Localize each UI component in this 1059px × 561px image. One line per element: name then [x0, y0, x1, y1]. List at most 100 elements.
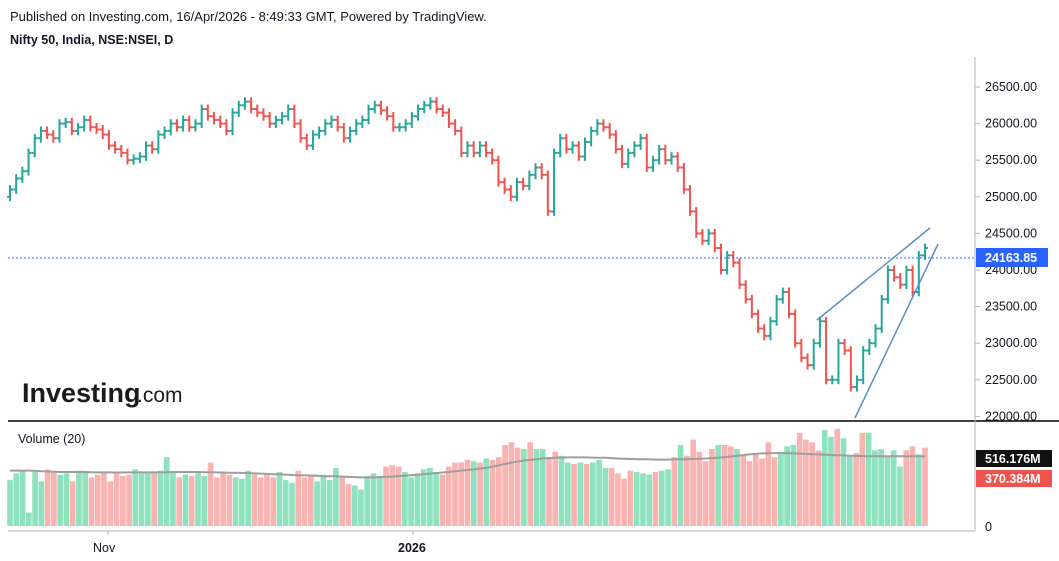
- volume-bar: [878, 449, 884, 526]
- volume-ma-tag-text: 516.176M: [985, 452, 1041, 466]
- volume-bar: [909, 446, 916, 526]
- price-bar: [25, 148, 32, 176]
- price-bar: [532, 163, 539, 180]
- volume-bar: [301, 477, 308, 526]
- volume-bar: [608, 467, 615, 526]
- price-bar: [483, 141, 490, 158]
- price-bar: [50, 130, 57, 143]
- price-bar: [736, 258, 743, 290]
- price-bar: [853, 375, 860, 392]
- logo-main-text: Investing: [22, 378, 141, 408]
- price-bar: [99, 125, 106, 139]
- volume-bar: [646, 474, 653, 526]
- wedge-upper-trendline[interactable]: [816, 227, 931, 321]
- price-bar: [631, 141, 638, 158]
- volume-bar: [57, 474, 63, 526]
- price-bar: [612, 130, 619, 154]
- volume-bar: [621, 478, 628, 526]
- price-bar: [792, 309, 799, 348]
- volume-bar: [326, 480, 333, 526]
- volume-bar: [778, 453, 784, 526]
- volume-bar: [784, 446, 790, 526]
- volume-bar: [815, 450, 822, 526]
- price-bars: [7, 97, 928, 392]
- volume-bar: [483, 458, 490, 526]
- volume-bar: [890, 450, 897, 526]
- volume-bar: [859, 432, 866, 526]
- volume-bar: [583, 463, 590, 526]
- price-bar: [390, 111, 397, 132]
- volume-bar: [771, 457, 778, 526]
- volume-bar: [840, 438, 847, 526]
- volume-bar: [138, 472, 145, 526]
- volume-bar: [640, 473, 646, 526]
- volume-bar: [401, 472, 408, 526]
- price-bar: [371, 100, 378, 114]
- price-bar: [445, 108, 452, 128]
- volume-bar: [765, 442, 772, 526]
- price-bar: [872, 324, 879, 348]
- volume-bar: [76, 470, 82, 526]
- wedge-lower-trendline[interactable]: [854, 243, 939, 419]
- volume-bar: [922, 447, 928, 526]
- volume-bar: [470, 461, 477, 526]
- volume-bar: [389, 465, 396, 526]
- price-bar: [13, 174, 20, 194]
- volume-bar: [803, 439, 809, 526]
- price-bar: [396, 122, 403, 132]
- price-bar: [823, 316, 830, 385]
- price-bar: [118, 144, 125, 158]
- price-bar: [557, 133, 564, 158]
- volume-bar: [151, 472, 157, 526]
- price-bar: [235, 100, 242, 118]
- volume-bar: [627, 470, 634, 526]
- price-bar: [563, 133, 570, 154]
- volume-bar: [721, 445, 728, 526]
- price-bar: [229, 108, 236, 136]
- price-bar: [136, 152, 143, 164]
- price-bar: [316, 126, 323, 139]
- volume-bar: [502, 445, 508, 526]
- price-bar: [31, 133, 38, 158]
- volume-pane-title: Volume (20): [18, 432, 85, 446]
- price-bar: [606, 122, 613, 139]
- price-bar: [699, 229, 706, 246]
- volume-bar: [257, 477, 264, 526]
- price-bar: [415, 104, 422, 121]
- price-bar: [891, 265, 898, 282]
- price-bar: [680, 163, 687, 194]
- volume-bar: [7, 480, 13, 526]
- volume-ma-tag: [976, 450, 1052, 467]
- price-bar: [897, 272, 904, 290]
- volume-bar: [239, 478, 245, 526]
- volume-bar: [38, 481, 45, 526]
- volume-bar: [370, 473, 377, 526]
- price-bar: [173, 119, 180, 132]
- price-bar: [705, 229, 712, 246]
- volume-bar: [188, 476, 195, 526]
- price-bar: [495, 155, 502, 187]
- price-bar: [347, 126, 354, 143]
- price-bar: [93, 122, 100, 134]
- volume-bar: [590, 462, 596, 526]
- price-bar: [711, 229, 718, 253]
- price-bar: [662, 144, 669, 165]
- price-bar: [464, 141, 471, 158]
- volume-bar: [809, 442, 816, 526]
- volume-bar: [101, 473, 107, 526]
- price-bar: [353, 119, 360, 136]
- published-caption: Published on Investing.com, 16/Apr/2026 …: [10, 9, 487, 24]
- price-bar: [322, 119, 329, 136]
- price-bar: [161, 126, 168, 139]
- volume-bar: [759, 458, 765, 526]
- price-bar: [272, 115, 279, 128]
- price-bar: [625, 148, 632, 169]
- price-bar: [767, 316, 774, 341]
- volume-bar: [176, 477, 183, 526]
- volume-bar: [395, 466, 402, 526]
- price-bar: [922, 243, 928, 260]
- volume-bar: [295, 470, 302, 526]
- price-bar: [62, 117, 69, 128]
- volume-bar: [82, 472, 89, 526]
